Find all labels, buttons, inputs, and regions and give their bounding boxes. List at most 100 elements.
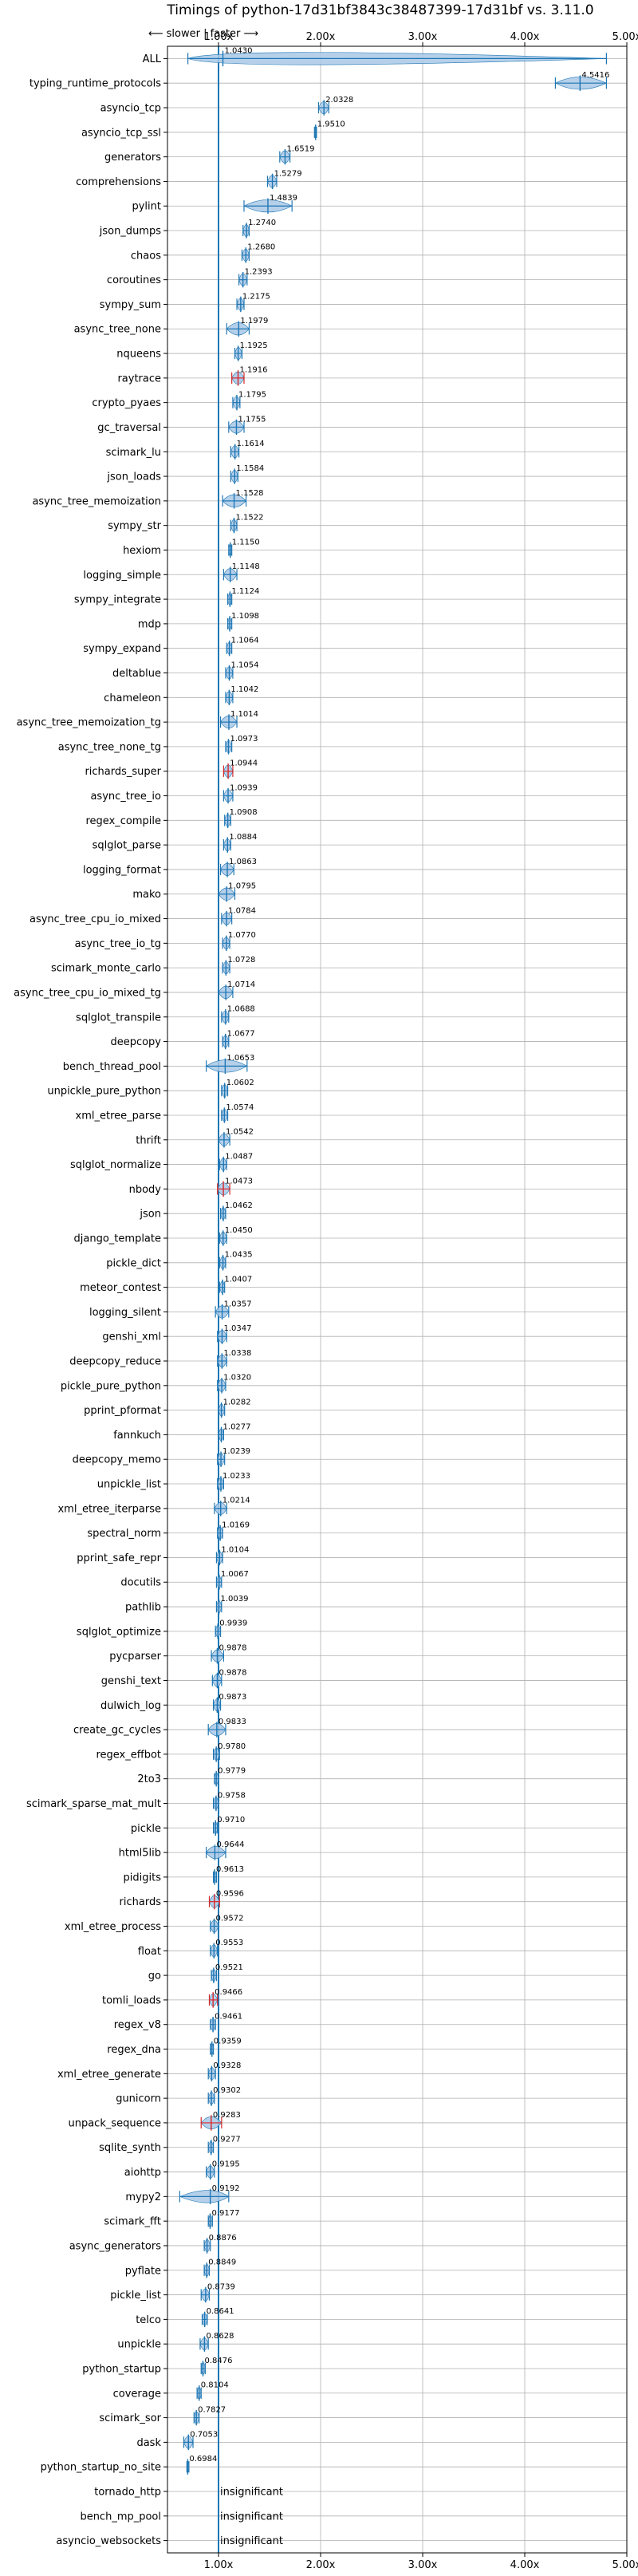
value-annotation: 1.0863 (229, 858, 257, 866)
value-annotation: 1.0939 (230, 783, 258, 792)
value-annotation: 1.0338 (223, 1349, 251, 1358)
value-annotation: 1.1979 (240, 317, 268, 325)
benchmark-label: xml_etree_iterparse (57, 1503, 161, 1515)
value-annotation: 1.1925 (240, 341, 268, 350)
benchmark-label: xml_etree_generate (57, 2069, 161, 2081)
benchmark-label: bench_mp_pool (80, 2511, 161, 2523)
benchmark-label: logging_simple (83, 570, 161, 582)
benchmark-label: chameleon (104, 692, 161, 704)
value-annotation: 1.1755 (238, 415, 266, 424)
x-tick-label-bottom: 2.00x (306, 2559, 336, 2571)
x-tick-label-top: 3.00x (408, 31, 438, 43)
x-tick-label-top: 2.00x (306, 31, 336, 43)
benchmark-label: nqueens (116, 349, 161, 361)
value-annotation: 1.0450 (225, 1226, 253, 1235)
benchmark-label: spectral_norm (87, 1528, 161, 1540)
value-annotation: 1.1916 (240, 366, 268, 375)
violin-marks: 1.0430 4.5416 2.0328 1.9510 1.6519 1.5279 1.48… (179, 46, 609, 2547)
value-annotation: 0.9833 (219, 1718, 246, 1726)
value-annotation: 1.1795 (238, 391, 266, 400)
benchmark-label: sympy_expand (83, 643, 161, 655)
value-annotation: 0.9277 (213, 2136, 241, 2144)
category-labels: ALL typing_runtime_protocols asyncio_tcpas… (14, 53, 162, 2547)
value-annotation: 1.5279 (274, 169, 302, 178)
benchmark-label: pickle_list (110, 2290, 161, 2302)
x-tick-label-bottom: 5.00x (612, 2559, 638, 2571)
benchmark-label: json_loads (106, 471, 161, 483)
x-axis-ticks: 1.00x 1.00x 2.00x 2.00x 3.00x 3.00x 4.00x 4.00x… (163, 31, 638, 2571)
benchmark-label: mypy2 (125, 2191, 161, 2203)
benchmark-label: tornado_http (94, 2486, 161, 2498)
benchmark-label: tomli_loads (102, 1994, 161, 2006)
benchmark-label: logging_format (83, 864, 161, 876)
benchmark-label: regex_compile (85, 815, 161, 827)
benchmark-label: json (139, 1209, 161, 1221)
benchmark-label: dulwich_log (100, 1700, 161, 1712)
value-annotation: 1.0320 (223, 1374, 251, 1383)
value-annotation: 0.9192 (212, 2184, 240, 2193)
value-annotation: 0.9878 (219, 1644, 246, 1653)
benchmark-label: xml_etree_process (65, 1921, 161, 1933)
benchmark-label: coverage (113, 2388, 161, 2400)
benchmark-label: ALL (143, 53, 162, 65)
benchmark-label: hexiom (123, 545, 161, 557)
value-annotation: 0.8476 (204, 2357, 232, 2365)
value-annotation: 0.9710 (217, 1816, 245, 1825)
value-annotation: 1.0602 (226, 1079, 254, 1087)
benchmark-label: unpickle_pure_python (47, 1086, 161, 1098)
value-annotation: 1.0677 (227, 1029, 255, 1038)
benchmark-label: nbody (129, 1184, 162, 1196)
value-annotation: 0.9302 (213, 2086, 241, 2095)
value-annotation: 1.2393 (245, 268, 273, 277)
benchmark-label: async_tree_memoization (32, 495, 161, 507)
benchmark-label: html5lib (119, 1848, 161, 1860)
direction-note: ⟵ slower | faster ⟶ (148, 28, 258, 40)
benchmark-label: async_tree_cpu_io_mixed_tg (14, 987, 161, 999)
value-annotation: 0.9779 (218, 1767, 246, 1776)
value-annotation: 1.1148 (232, 562, 260, 571)
x-tick-label-bottom: 3.00x (408, 2559, 438, 2571)
benchmark-label: thrift (136, 1134, 161, 1146)
value-annotation: 0.8104 (201, 2381, 229, 2390)
value-annotation: 1.0430 (225, 46, 253, 55)
value-annotation: 1.0277 (223, 1422, 251, 1431)
benchmark-label: regex_dna (107, 2044, 161, 2056)
benchmark-label: asyncio_tcp (100, 103, 161, 115)
benchmark-label: async_tree_io_tg (75, 938, 161, 950)
value-annotation: 0.9572 (216, 1914, 244, 1923)
benchmark-label: sqlglot_optimize (77, 1626, 161, 1638)
value-annotation: 0.7053 (190, 2430, 218, 2439)
benchmark-label: unpickle_list (97, 1479, 161, 1491)
value-annotation: 0.9596 (216, 1890, 244, 1899)
benchmark-label: aiohttp (124, 2167, 161, 2179)
benchmark-label: asyncio_websockets (56, 2535, 161, 2547)
value-annotation: 1.6519 (286, 145, 314, 154)
benchmark-label: unpack_sequence (68, 2117, 161, 2129)
value-annotation: 1.1054 (230, 661, 258, 669)
benchmark-label: sympy_str (108, 520, 161, 532)
value-annotation: 0.9553 (215, 1939, 243, 1947)
value-annotation: 0.9195 (212, 2160, 240, 2168)
value-annotation: 0.9521 (215, 1963, 243, 1972)
benchmark-label: raytrace (117, 373, 161, 385)
value-annotation: 1.0473 (225, 1177, 253, 1185)
value-annotation: 1.2175 (242, 292, 270, 301)
benchmark-label: scimark_fft (104, 2216, 161, 2228)
benchmark-label: comprehensions (76, 176, 161, 188)
benchmark-label: meteor_contest (80, 1282, 161, 1294)
benchmark-label: regex_v8 (114, 2019, 161, 2031)
x-tick-label-bottom: 1.00x (204, 2559, 234, 2571)
value-annotation: 1.0357 (224, 1300, 252, 1308)
benchmark-label: python_startup (82, 2363, 161, 2375)
value-annotation: 1.0574 (226, 1103, 254, 1112)
value-annotation: 4.5416 (581, 71, 609, 80)
value-annotation: 1.0542 (226, 1128, 254, 1137)
x-tick-label-top: 5.00x (612, 31, 638, 43)
benchmark-label: chaos (131, 250, 161, 262)
benchmark-label: 2to3 (137, 1773, 161, 1785)
benchmark-label: dask (136, 2437, 161, 2449)
benchmark-label: pprint_pformat (84, 1405, 161, 1417)
benchmark-label: docutils (120, 1577, 161, 1589)
value-annotation: 1.4839 (270, 194, 297, 203)
